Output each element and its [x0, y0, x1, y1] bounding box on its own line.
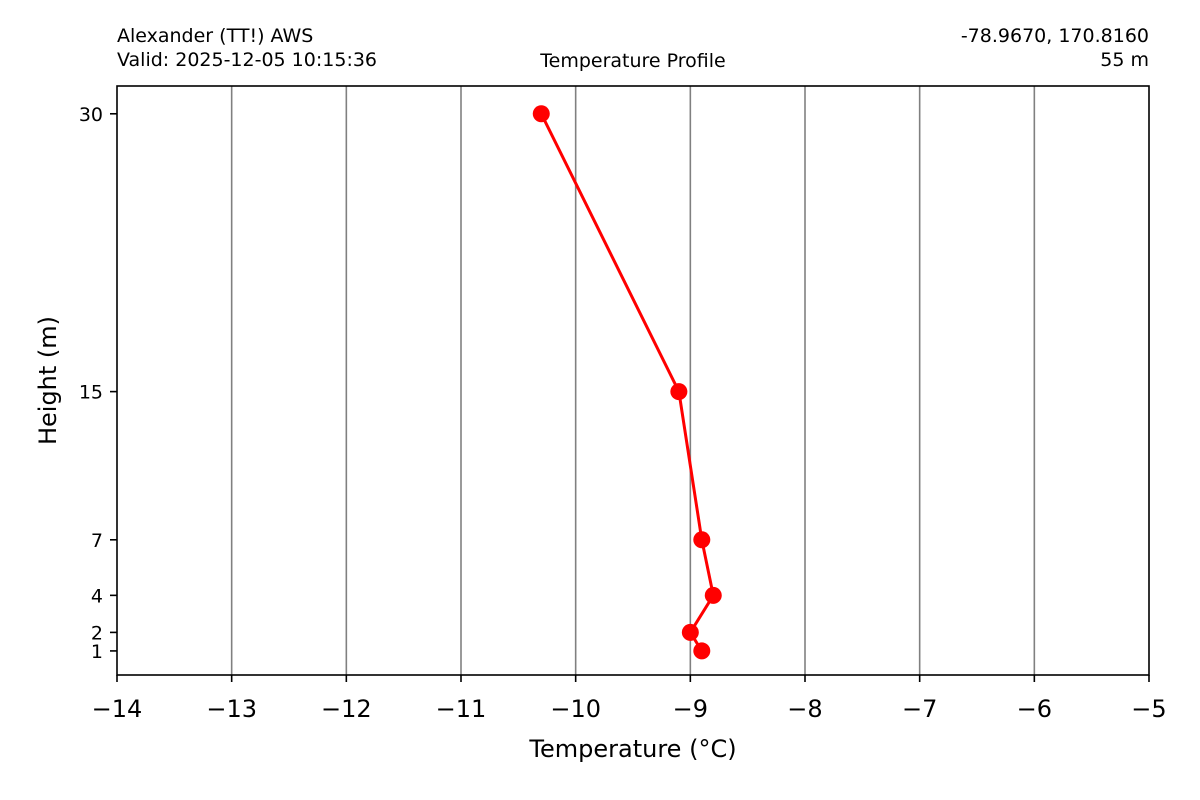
x-axis-ticks: −14 −13 −12 −11 −10 −9 −8 −7 −6 −5	[92, 675, 1167, 723]
valid-time: Valid: 2025-12-05 10:15:36	[117, 49, 378, 71]
x-tick-label: −6	[1017, 695, 1052, 723]
x-tick-label: −12	[321, 695, 372, 723]
x-tick-label: −9	[673, 695, 708, 723]
data-point	[693, 642, 711, 660]
data-point	[704, 586, 722, 604]
x-tick-label: −13	[206, 695, 257, 723]
series-layer	[532, 105, 722, 660]
y-tick-label: 4	[91, 585, 103, 607]
y-tick-label: 7	[91, 530, 103, 552]
y-tick-label: 1	[91, 641, 103, 663]
station-header: Alexander (TT!) AWS Valid: 2025-12-05 10…	[117, 24, 377, 72]
x-tick-label: −14	[92, 695, 143, 723]
x-tick-label: −10	[550, 695, 601, 723]
coordinates: -78.9670, 170.8160	[960, 25, 1149, 47]
y-tick-label: 30	[79, 104, 103, 126]
chart-title: Temperature Profile	[540, 50, 726, 72]
x-axis-label: Temperature (°C)	[528, 735, 736, 763]
grid-lines	[230, 86, 1036, 675]
data-point	[532, 105, 550, 123]
location-header: -78.9670, 170.8160 55 m	[961, 24, 1149, 72]
data-point	[670, 383, 688, 401]
x-tick-label: −8	[787, 695, 822, 723]
x-tick-label: −11	[436, 695, 487, 723]
data-point	[681, 623, 699, 641]
y-axis-ticks: 12 4 7 15 30	[79, 104, 117, 663]
y-tick-label: 2	[91, 622, 103, 644]
series-line	[539, 113, 715, 652]
x-tick-label: −5	[1131, 695, 1166, 723]
data-point	[693, 531, 711, 549]
station-name: Alexander (TT!) AWS	[117, 25, 314, 47]
y-tick-label: 15	[79, 382, 103, 404]
plot-frame	[116, 85, 1150, 676]
x-tick-label: −7	[902, 695, 937, 723]
elevation: 55 m	[1100, 49, 1149, 71]
y-axis-label: Height (m)	[34, 316, 62, 445]
